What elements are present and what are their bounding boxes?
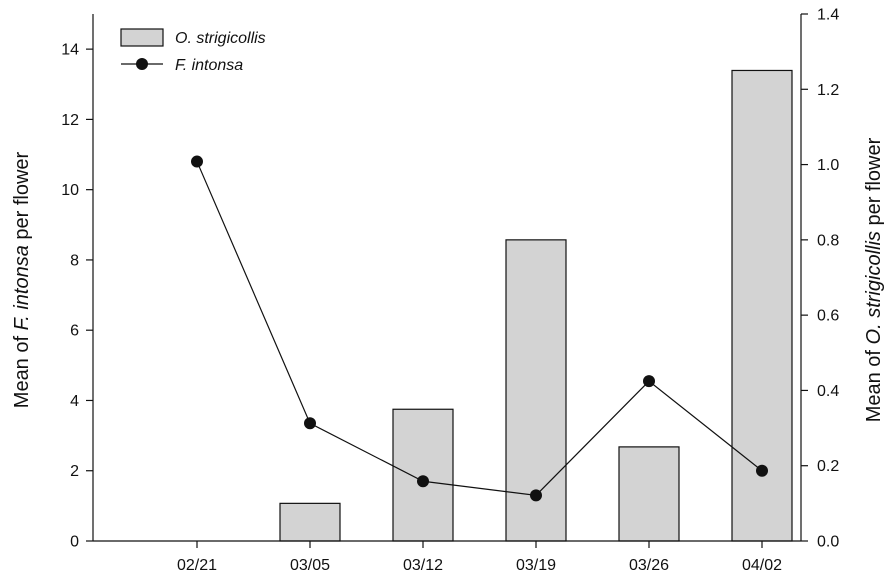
y-right-tick-label: 0.8 — [817, 232, 839, 249]
bar-03-12 — [392, 408, 454, 542]
x-tick-label: 03/05 — [290, 557, 330, 574]
y-left-tick-label: 10 — [61, 182, 79, 199]
point-03-12 — [417, 475, 429, 488]
point-03-26 — [643, 375, 655, 388]
x-tick-label: 02/21 — [177, 557, 217, 574]
legend-marker-f-intonsa — [136, 58, 148, 70]
x-tick-label: 03/19 — [516, 557, 556, 574]
y-left-axis-title: Mean of F. intonsa per flower — [11, 151, 33, 408]
y-left-tick-label: 12 — [61, 112, 79, 129]
y-left-tick-label: 0 — [70, 534, 79, 551]
bar-04-02 — [731, 69, 793, 542]
y-right-axis-title: Mean of O. strigicollis per flower — [863, 137, 885, 422]
legend-label-f-intonsa: F. intonsa — [175, 57, 243, 74]
x-tick-label: 03/26 — [629, 557, 669, 574]
y-left-tick-label: 8 — [70, 252, 79, 269]
y-left-tick-label: 2 — [70, 463, 79, 480]
legend-label-o-strigicollis: O. strigicollis — [175, 30, 266, 47]
point-02-21 — [191, 155, 203, 168]
y-left-tick-label: 6 — [70, 323, 79, 340]
f-intonsa-line — [196, 161, 763, 496]
point-04-02 — [756, 464, 768, 477]
y-left-tick-label: 4 — [70, 393, 79, 410]
legend: O. strigicollis F. intonsa — [120, 28, 266, 74]
bar-series-o-strigicollis — [279, 69, 793, 542]
bar-03-05 — [279, 502, 341, 542]
y-right-tick-label: 1.0 — [817, 157, 839, 174]
x-tick-label: 03/12 — [403, 557, 443, 574]
y-right-tick-label: 0.4 — [817, 383, 839, 400]
y-right-tick-label: 0.2 — [817, 458, 839, 475]
line-series-f-intonsa — [191, 155, 768, 502]
y-right-tick-label: 1.4 — [817, 7, 839, 24]
bar-03-26 — [618, 446, 680, 542]
point-03-05 — [304, 417, 316, 430]
y-right-tick-label: 0.6 — [817, 308, 839, 325]
axes: 0 2 4 6 8 10 12 14 0.0 0.2 0.4 0.6 0.8 1.0 1.2 1.4 02/21… — [61, 7, 839, 575]
y-right-tick-label: 1.2 — [817, 82, 839, 99]
y-right-tick-label: 0.0 — [817, 534, 839, 551]
point-03-19 — [530, 489, 542, 502]
legend-swatch-o-strigicollis — [120, 28, 164, 47]
y-left-tick-label: 14 — [61, 42, 79, 59]
x-tick-label: 04/02 — [742, 557, 782, 574]
